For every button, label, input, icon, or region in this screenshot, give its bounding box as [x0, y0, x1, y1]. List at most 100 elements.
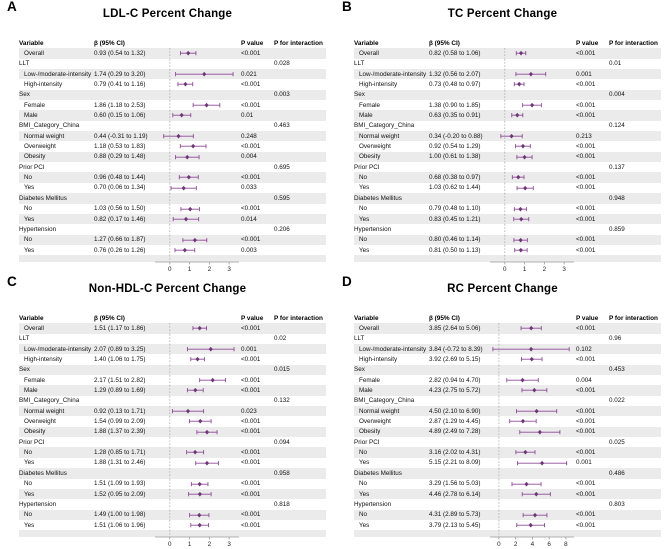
- forest-data-row: No 1.27 (0.66 to 1.87) <0.001: [19, 234, 326, 245]
- forest-data-row: No 4.31 (2.89 to 5.73) <0.001: [354, 509, 661, 520]
- table-rows: Overall 3.85 (2.64 to 5.06) <0.001 LLT 0.96 L…: [354, 323, 661, 531]
- row-p-value: 0.003: [241, 246, 257, 254]
- row-variable-label: Overall: [359, 325, 379, 333]
- point-estimate-marker: [528, 522, 533, 528]
- row-ci-plot: [153, 447, 241, 458]
- row-variable-label: Hypertension: [19, 500, 57, 508]
- table-header-row: Variable β (95% CI) P value P for intera…: [19, 38, 326, 48]
- row-beta-ci-text: 2.87 (1.29 to 4.45): [429, 418, 481, 426]
- row-beta-ci-text: 1.03 (0.56 to 1.50): [94, 205, 146, 213]
- x-axis: 0 1 2 3: [354, 255, 661, 273]
- row-p-interaction: 0.859: [609, 225, 625, 233]
- column-header-variable: Variable: [354, 314, 379, 322]
- panel-d-rc: D RC Percent Change Variable β (95% CI) …: [336, 274, 669, 549]
- column-header-p-interaction: P for interaction: [609, 314, 658, 322]
- row-ci-plot: [153, 182, 241, 194]
- row-ci-plot: [488, 100, 576, 111]
- row-variable-label: BMI_Category_China: [19, 397, 80, 405]
- row-variable-label: Obesity: [359, 428, 381, 436]
- row-variable-label: Overweight: [359, 418, 391, 426]
- row-variable-label: Normal weight: [359, 132, 400, 140]
- ci-svg: [504, 182, 534, 194]
- point-estimate-marker: [193, 388, 198, 393]
- ci-svg: [498, 395, 500, 407]
- ci-svg: [169, 162, 171, 173]
- group-header-row: Hypertension 0.818: [19, 499, 326, 510]
- column-header-p-value: P value: [241, 39, 264, 47]
- ci-svg: [498, 426, 561, 438]
- ci-svg: [498, 457, 568, 469]
- x-axis: 0 1 2 3: [19, 530, 326, 548]
- forest-data-row: Yes 1.52 (0.95 to 2.09) <0.001: [19, 488, 326, 500]
- row-ci-plot: [153, 234, 241, 245]
- row-p-value: <0.001: [576, 490, 596, 498]
- row-p-interaction: 0.486: [609, 469, 625, 477]
- row-ci-plot: [153, 437, 241, 448]
- ci-svg: [169, 457, 219, 469]
- row-beta-ci-text: 0.79 (0.48 to 1.10): [429, 205, 481, 213]
- panel-label: D: [342, 274, 352, 289]
- row-beta-ci-text: 0.34 (-0.20 to 0.88): [429, 132, 483, 140]
- row-ci-plot: [488, 416, 576, 427]
- ci-svg: [500, 131, 523, 142]
- forest-data-row: Yes 0.83 (0.45 to 1.21) <0.001: [354, 213, 661, 225]
- panel-title: LDL-C Percent Change: [102, 8, 233, 20]
- row-p-value: <0.001: [576, 215, 596, 223]
- column-header-p-interaction: P for interaction: [609, 39, 658, 47]
- ci-svg: [504, 120, 506, 132]
- row-p-interaction: 0.206: [274, 225, 290, 233]
- row-ci-plot: [153, 468, 241, 479]
- row-ci-plot: [153, 519, 241, 531]
- row-variable-label: Sex: [354, 366, 365, 374]
- forest-data-row: High-intensity 1.40 (1.06 to 1.75) <0.001: [19, 354, 326, 365]
- row-ci-plot: [488, 69, 576, 80]
- row-p-interaction: 0.022: [609, 397, 625, 405]
- row-p-value: 0.001: [241, 345, 257, 353]
- row-beta-ci-text: 1.27 (0.66 to 1.87): [94, 236, 146, 244]
- forest-table: Variable β (95% CI) P value P for intera…: [19, 313, 326, 548]
- row-ci-plot: [153, 58, 241, 70]
- row-beta-ci-text: 0.80 (0.46 to 1.14): [429, 236, 481, 244]
- point-estimate-marker: [181, 185, 186, 191]
- ci-svg: [169, 468, 171, 479]
- point-estimate-marker: [528, 71, 534, 77]
- table-header-row: Variable β (95% CI) P value P for intera…: [354, 38, 661, 48]
- point-estimate-marker: [518, 51, 524, 56]
- ci-svg: [169, 426, 218, 438]
- row-beta-ci-text: 0.92 (0.13 to 1.71): [94, 407, 146, 415]
- row-ci-plot: [488, 406, 576, 417]
- ci-svg: [169, 151, 200, 163]
- row-ci-plot: [153, 375, 241, 386]
- axis-tick-label: 1: [188, 266, 192, 273]
- row-ci-plot: [488, 519, 576, 531]
- ci-svg: [169, 488, 212, 500]
- forest-data-row: No 3.29 (1.56 to 5.03) <0.001: [354, 478, 661, 489]
- row-p-value: <0.001: [241, 449, 261, 457]
- row-p-value: 0.102: [576, 345, 592, 353]
- row-p-value: <0.001: [241, 521, 261, 529]
- forest-data-row: Low-/moderate-intensity 1.74 (0.29 to 3.2…: [19, 69, 326, 80]
- row-ci-plot: [488, 162, 576, 173]
- ci-svg: [504, 58, 506, 70]
- forest-table: Variable β (95% CI) P value P for intera…: [354, 38, 661, 273]
- row-beta-ci-text: 0.79 (0.41 to 1.16): [94, 81, 146, 89]
- forest-data-row: Low-/moderate-intensity 3.84 (-0.72 to 8.…: [354, 344, 661, 355]
- row-ci-plot: [488, 89, 576, 101]
- point-estimate-marker: [185, 154, 190, 160]
- row-ci-plot: [488, 141, 576, 152]
- row-beta-ci-text: 0.81 (0.50 to 1.13): [429, 246, 481, 254]
- row-variable-label: Yes: [24, 490, 35, 498]
- row-variable-label: LLT: [19, 335, 30, 343]
- forest-data-row: Female 1.38 (0.90 to 1.85) <0.001: [354, 100, 661, 111]
- point-estimate-marker: [537, 429, 542, 435]
- row-variable-label: No: [359, 480, 368, 488]
- point-estimate-marker: [204, 429, 210, 435]
- row-beta-ci-text: 1.74 (0.29 to 3.20): [94, 70, 146, 78]
- group-header-row: Prior PCI 0.695: [19, 162, 326, 173]
- point-estimate-marker: [532, 512, 538, 518]
- row-variable-label: Prior PCI: [354, 438, 380, 446]
- row-variable-label: Yes: [24, 459, 35, 467]
- column-header-p-value: P value: [241, 314, 264, 322]
- row-variable-label: Female: [359, 101, 380, 109]
- ci-svg: [169, 110, 192, 121]
